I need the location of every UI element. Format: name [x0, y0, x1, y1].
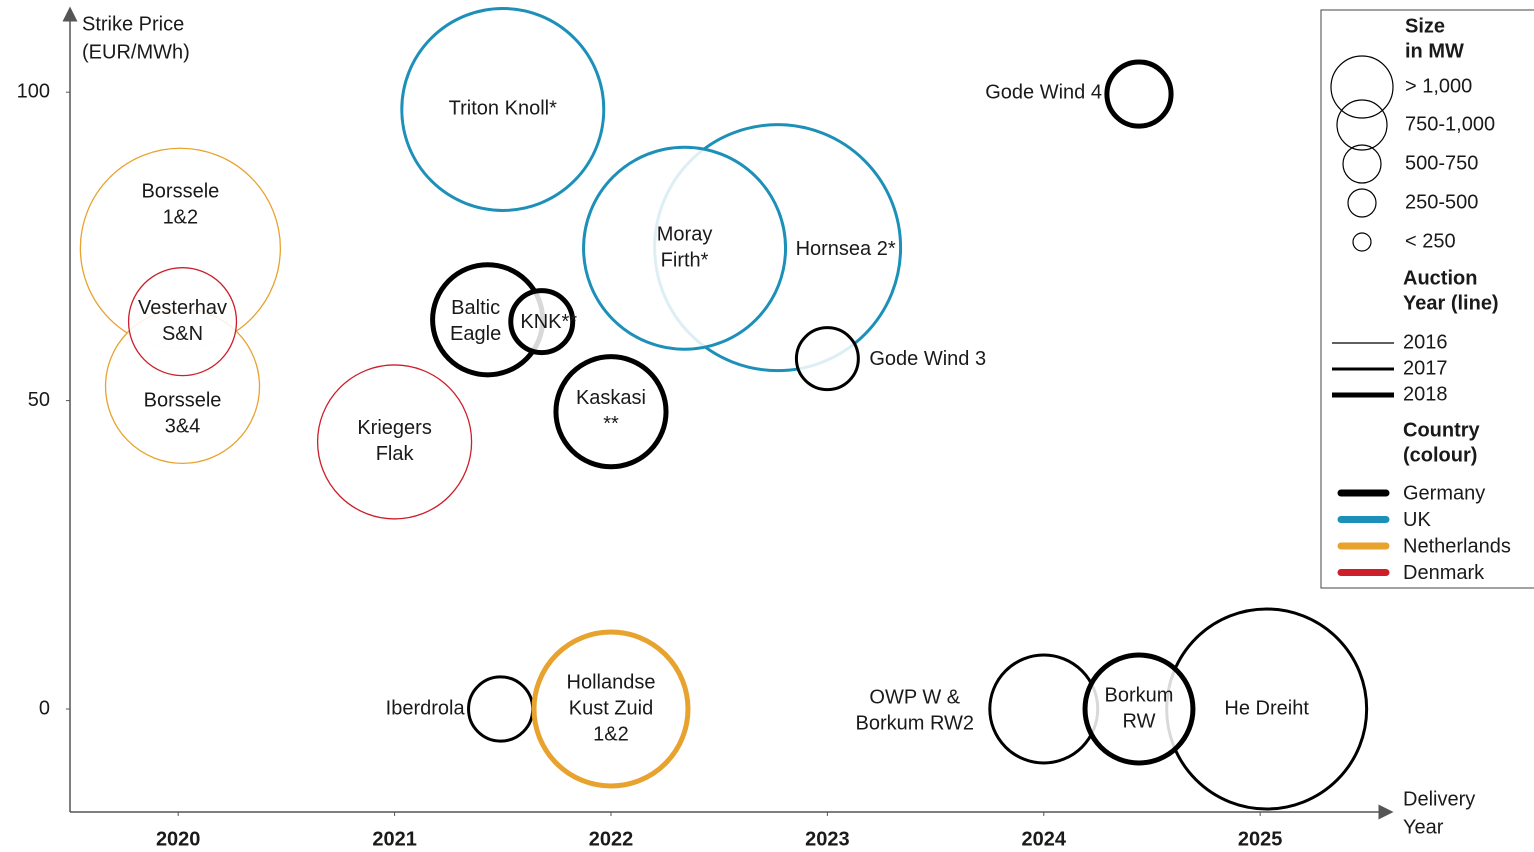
bubble — [794, 326, 860, 392]
x-tick-label: 2023 — [805, 828, 850, 850]
bubble-label: RW — [1122, 710, 1155, 732]
bubble-label: Vesterhav — [138, 297, 227, 319]
y-tick-label: 100 — [17, 80, 50, 102]
bubble-label: Borkum — [1105, 684, 1174, 706]
bubble-label: S&N — [162, 323, 203, 345]
y-axis-label: (EUR/MWh) — [82, 41, 190, 63]
x-tick-label: 2025 — [1238, 828, 1283, 850]
legend-size-symbol — [1342, 144, 1382, 184]
legend-label: 500-750 — [1405, 152, 1478, 174]
bubble-label: Eagle — [450, 323, 501, 345]
legend-size-symbol — [1336, 99, 1388, 151]
legend-label: UK — [1403, 509, 1431, 531]
x-tick-label: 2020 — [156, 828, 201, 850]
bubble-label: KNK** — [520, 311, 577, 333]
bubble — [316, 364, 473, 520]
bubble-label: Kust Zuid — [569, 697, 653, 719]
x-tick-label: 2021 — [372, 828, 417, 850]
bubble — [467, 675, 535, 743]
bubble-label: He Dreiht — [1224, 697, 1309, 719]
legend-title: in MW — [1405, 40, 1464, 62]
y-tick-label: 0 — [39, 697, 50, 719]
bubble-label: ** — [603, 413, 619, 435]
bubble-label: OWP W & — [869, 686, 960, 708]
bubble-label: Kaskasi — [576, 387, 646, 409]
legend-box — [1320, 9, 1534, 589]
bubble-label: Moray — [657, 224, 713, 246]
bubble-label: Hollandse — [567, 671, 656, 693]
x-tick-label: 2022 — [589, 828, 634, 850]
legend-title: Size — [1405, 15, 1445, 37]
y-tick-label: 50 — [28, 389, 50, 411]
bubble-label: Kriegers — [357, 417, 431, 439]
legend-size-symbol — [1330, 55, 1394, 119]
legend-size-symbol — [1347, 188, 1377, 218]
legend-label: > 1,000 — [1405, 75, 1472, 97]
y-axis-label: Strike Price — [82, 13, 184, 35]
bubble-label: Borssele — [141, 181, 219, 203]
legend-title: (colour) — [1403, 444, 1477, 466]
legend-label: Germany — [1403, 482, 1485, 504]
legend-label: 2018 — [1403, 383, 1448, 405]
bubble-label: Borkum RW2 — [855, 712, 974, 734]
bubble — [582, 145, 788, 351]
bubble-label: Triton Knoll* — [449, 98, 557, 120]
legend-title: Country — [1403, 419, 1481, 441]
legend-size-symbol — [1352, 232, 1372, 252]
legend-title: Auction — [1403, 267, 1477, 289]
bubble-label: 1&2 — [593, 723, 629, 745]
x-tick-label: 2024 — [1022, 828, 1067, 850]
bubble — [400, 6, 606, 212]
bubble-label: 3&4 — [165, 416, 201, 438]
bubble — [508, 288, 576, 356]
bubble-label: Baltic — [451, 297, 500, 319]
bubble-label: Gode Wind 3 — [869, 348, 986, 370]
bubble-label: Borssele — [144, 390, 222, 412]
legend-title: Year (line) — [1403, 292, 1499, 314]
bubble — [988, 653, 1100, 765]
bubble-label: 1&2 — [163, 207, 199, 229]
legend-label: Netherlands — [1403, 535, 1511, 557]
bubble-label: Firth* — [661, 250, 709, 272]
legend-label: 250-500 — [1405, 191, 1478, 213]
legend-label: < 250 — [1405, 230, 1456, 252]
legend-label: 2016 — [1403, 331, 1448, 353]
x-axis-label: Delivery — [1403, 788, 1475, 810]
legend-label: 2017 — [1403, 357, 1448, 379]
bubble-label: Gode Wind 4 — [985, 81, 1102, 103]
bubble — [553, 354, 669, 470]
bubble-label: Iberdrola — [386, 697, 466, 719]
bubble — [531, 629, 691, 789]
bubble-label: Hornsea 2* — [796, 238, 896, 260]
bubble — [127, 267, 238, 377]
legend-label: 750-1,000 — [1405, 113, 1495, 135]
x-axis-label: Year — [1403, 816, 1444, 838]
bubble — [1082, 652, 1196, 766]
bubble — [1104, 59, 1174, 129]
legend-label: Denmark — [1403, 562, 1485, 584]
bubble-label: Flak — [376, 443, 415, 465]
